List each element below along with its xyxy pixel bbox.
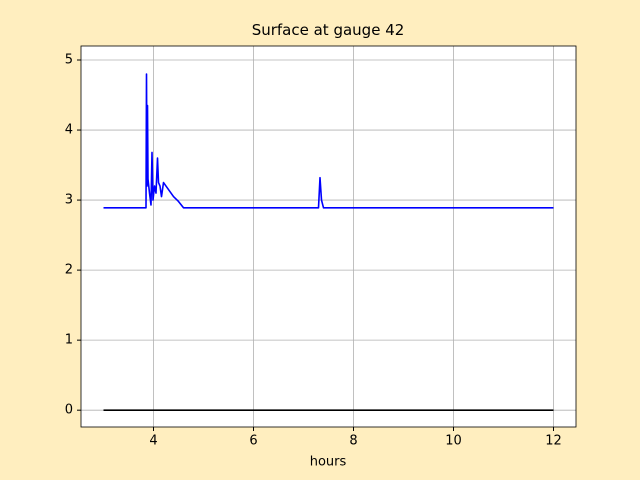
y-tick-label: 3 [65,193,73,208]
y-tick-label: 4 [65,123,73,138]
plot-frame [80,45,577,428]
x-tick-label: 8 [349,434,357,449]
y-tick-label: 2 [65,263,73,278]
x-tick-label: 10 [445,434,462,449]
plot-area [81,46,576,427]
x-tick-label: 4 [149,434,157,449]
y-tick-label: 5 [65,53,73,68]
x-tick-label: 12 [545,434,562,449]
x-tick-label: 6 [249,434,257,449]
chart-title: Surface at gauge 42 [252,21,405,39]
line-series [103,73,554,209]
x-axis-label: hours [310,455,347,470]
y-tick-label: 0 [65,403,73,418]
y-tick-label: 1 [65,333,73,348]
